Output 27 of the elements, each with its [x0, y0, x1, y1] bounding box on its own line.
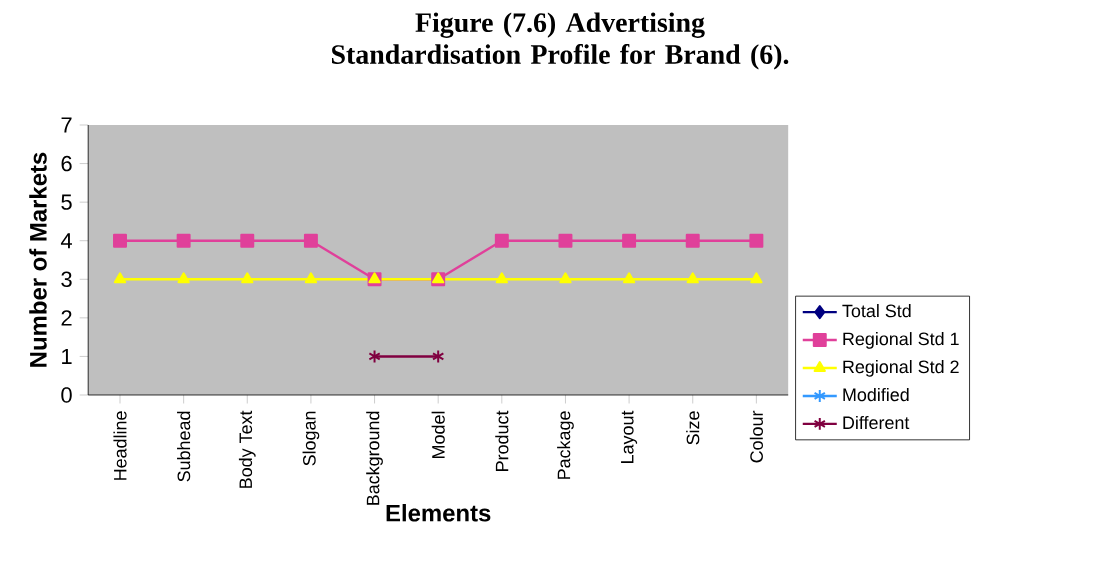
x-tick-label: Package: [557, 411, 574, 479]
y-tick-label: 7: [61, 117, 72, 133]
x-tick-label: Body Text: [238, 410, 256, 488]
y-axis-title: Number of Markets: [29, 152, 47, 367]
chart-title: Figure (7.6) Advertising Standardisation Profile for Brand (6).: [332, 12, 789, 70]
y-tick-label: 3: [61, 271, 72, 288]
legend-label: Different: [843, 415, 910, 430]
x-tick-label: Background: [366, 411, 383, 505]
x-tick-label: Size: [686, 411, 700, 445]
y-tick-label: 0: [61, 387, 72, 403]
x-tick-label: Slogan: [302, 411, 320, 466]
x-tick-label: Headline: [113, 411, 127, 480]
legend-label: Regional Std 2: [843, 360, 959, 377]
y-tick-label: 1: [62, 348, 72, 364]
legend-label: Modified: [843, 387, 909, 402]
y-tick-label: 4: [60, 233, 72, 249]
x-tick-label: Layout: [621, 410, 638, 463]
x-tick-label: Product: [495, 410, 509, 471]
x-axis-title: Elements: [386, 504, 491, 522]
x-tick-label: Colour: [749, 410, 763, 463]
y-tick-label: 6: [61, 155, 72, 172]
y-tick-label: 5: [61, 194, 72, 210]
legend-label: Total Std: [842, 304, 911, 318]
y-tick-label: 2: [61, 310, 72, 326]
x-tick-label: Subhead: [177, 411, 191, 482]
legend-label: Regional Std 1: [843, 332, 959, 349]
x-tick-label: Model: [431, 411, 445, 458]
